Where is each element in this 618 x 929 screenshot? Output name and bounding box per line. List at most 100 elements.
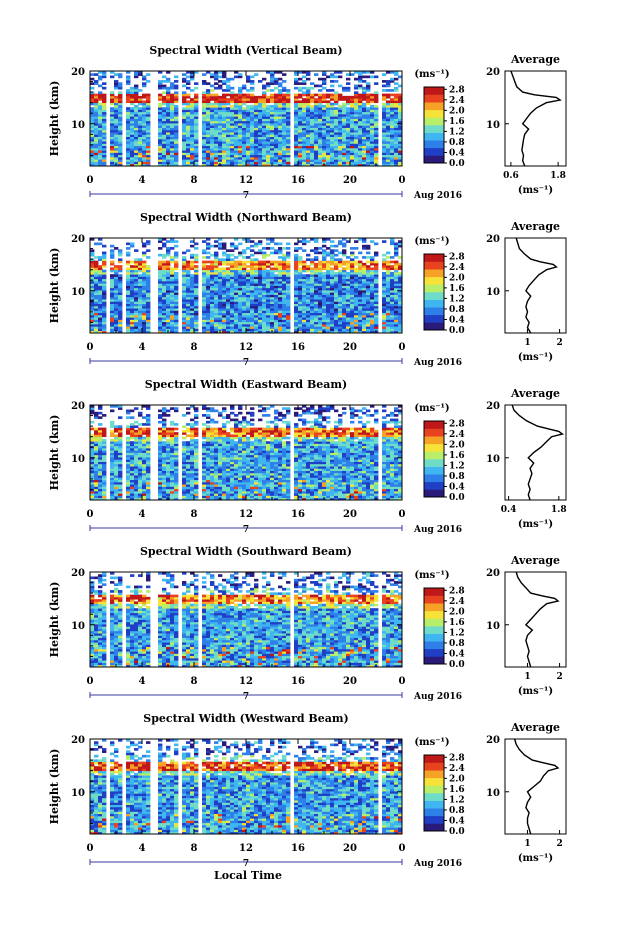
- heatmap-cell: [186, 93, 191, 97]
- heatmap-cell: [310, 138, 315, 142]
- heatmap-cell: [170, 102, 175, 106]
- heatmap-cell: [358, 321, 363, 325]
- heatmap-cell: [354, 271, 359, 275]
- heatmap-cell: [338, 251, 343, 255]
- heatmap-cell: [254, 73, 259, 76]
- heatmap-cell: [350, 280, 355, 284]
- heatmap-cell: [286, 147, 291, 151]
- heatmap-cell: [214, 109, 219, 113]
- heatmap-cell: [146, 319, 151, 323]
- heatmap-cell: [230, 154, 235, 158]
- heatmap-cell: [186, 141, 191, 144]
- heatmap-cell: [310, 152, 315, 156]
- heatmap-cell: [366, 89, 371, 92]
- heatmap-cell: [386, 161, 391, 165]
- heatmap-cell: [146, 141, 151, 144]
- heatmap-cell: [274, 301, 279, 304]
- heatmap-cell: [294, 258, 299, 262]
- heatmap-cell: [146, 276, 151, 280]
- heatmap-cell: [362, 314, 367, 318]
- heatmap-cell: [114, 107, 119, 110]
- heatmap-cell: [374, 82, 379, 85]
- heatmap-cell: [146, 269, 151, 273]
- heatmap-cell: [302, 109, 307, 113]
- heatmap-cell: [258, 271, 263, 275]
- heatmap-cell: [314, 100, 319, 104]
- heatmap-cell: [238, 280, 243, 284]
- heatmap-cell: [330, 321, 335, 325]
- heatmap-cell: [202, 276, 207, 280]
- heatmap-cell: [386, 274, 391, 277]
- heatmap-cell: [370, 258, 375, 262]
- heatmap-cell: [394, 292, 399, 295]
- heatmap-cell: [94, 330, 99, 334]
- heatmap-cell: [118, 308, 123, 311]
- heatmap-cell: [214, 113, 219, 117]
- heatmap-cell: [246, 100, 251, 104]
- heatmap-cell: [354, 267, 359, 271]
- heatmap-cell: [390, 319, 395, 323]
- heatmap-cell: [394, 127, 399, 131]
- heatmap-cell: [230, 285, 235, 289]
- heatmap-cell: [354, 326, 359, 329]
- heatmap-cell: [214, 253, 219, 257]
- heatmap-cell: [394, 71, 399, 74]
- heatmap-cell: [126, 321, 131, 325]
- heatmap-cell: [362, 93, 367, 97]
- heatmap-cell: [194, 242, 199, 246]
- heatmap-cell: [310, 278, 315, 282]
- heatmap-cell: [330, 73, 335, 76]
- heatmap-cell: [102, 280, 107, 284]
- heatmap-cell: [182, 132, 187, 135]
- heatmap-cell: [134, 75, 139, 79]
- heatmap-cell: [254, 136, 259, 140]
- heatmap-cell: [398, 141, 403, 144]
- heatmap-cell: [390, 238, 395, 241]
- heatmap-cell: [278, 154, 283, 158]
- heatmap-cell: [142, 251, 147, 255]
- heatmap-cell: [386, 120, 391, 124]
- heatmap-cell: [342, 285, 347, 289]
- heatmap-cell: [294, 159, 299, 162]
- profile-y-tick-label: 20: [486, 67, 500, 78]
- heatmap-cell: [130, 98, 135, 101]
- heatmap-cell: [242, 145, 247, 149]
- heatmap-cell: [166, 91, 171, 95]
- heatmap-cell: [358, 310, 363, 314]
- heatmap-cell: [314, 326, 319, 329]
- heatmap-cell: [366, 141, 371, 144]
- heatmap-cell: [114, 285, 119, 289]
- heatmap-cell: [298, 276, 303, 280]
- heatmap-cell: [174, 116, 179, 119]
- heatmap-cell: [130, 132, 135, 135]
- heatmap-cell: [94, 136, 99, 140]
- heatmap-cell: [394, 82, 399, 85]
- heatmap-cell: [374, 100, 379, 104]
- heatmap-cell: [338, 292, 343, 295]
- heatmap-cell: [354, 118, 359, 122]
- heatmap-cell: [258, 116, 263, 119]
- heatmap-cell: [238, 301, 243, 304]
- heatmap-cell: [226, 276, 231, 280]
- heatmap-cell: [314, 296, 319, 300]
- heatmap-cell: [110, 326, 115, 329]
- heatmap-cell: [162, 285, 167, 289]
- heatmap-cell: [174, 80, 179, 83]
- heatmap-cell: [118, 152, 123, 156]
- x-tick-label: 8: [191, 175, 198, 186]
- heatmap-cell: [274, 278, 279, 282]
- heatmap-cell: [266, 330, 271, 334]
- heatmap-cell: [346, 86, 351, 90]
- heatmap-cell: [118, 82, 123, 85]
- heatmap-cell: [350, 269, 355, 273]
- heatmap-cell: [210, 73, 215, 76]
- heatmap-cell: [146, 326, 151, 329]
- heatmap-cell: [142, 120, 147, 124]
- heatmap-cell: [258, 102, 263, 106]
- heatmap-cell: [234, 312, 239, 316]
- heatmap-cell: [294, 321, 299, 325]
- heatmap-cell: [218, 102, 223, 106]
- heatmap-cell: [302, 143, 307, 147]
- heatmap-cell: [126, 312, 131, 316]
- heatmap-cell: [202, 111, 207, 115]
